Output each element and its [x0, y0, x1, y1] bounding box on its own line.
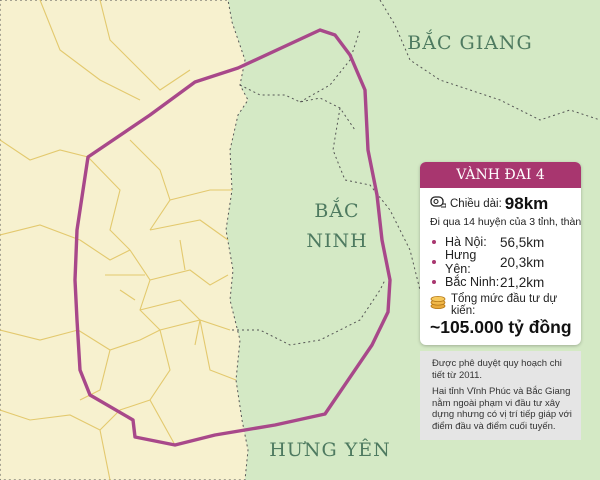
- region-label-bac-ninh: BẮC NINH: [282, 196, 392, 256]
- region-label-bac-ninh-line2: NINH: [306, 230, 368, 252]
- district-boundaries: [0, 0, 237, 480]
- ring-road-4-route: [73, 28, 392, 447]
- info-card-title: VÀNH ĐAI 4: [420, 162, 581, 188]
- region-label-hung-yen: HƯNG YÊN: [269, 439, 391, 461]
- province-borders: [232, 0, 600, 346]
- length-label: Chiều dài:: [450, 198, 502, 210]
- bullet-dot: [432, 260, 436, 264]
- region-label-bac-giang: BẮC GIANG: [407, 32, 533, 54]
- segment-length: 56,5km: [500, 234, 545, 250]
- region-label-bac-ninh-line1: BẮC: [314, 200, 360, 222]
- length-row: Chiều dài: 98km: [430, 193, 573, 215]
- info-card-body: Chiều dài: 98km Đi qua 14 huyện của 3 tỉ…: [420, 188, 581, 345]
- segment-row-hung-yen: Hưng Yên: 20,3km: [430, 248, 573, 276]
- passes-through-text: Đi qua 14 huyện của 3 tỉnh, thành:: [430, 216, 581, 228]
- segment-row-bac-ninh: Bắc Ninh: 21,2km: [430, 272, 573, 292]
- segment-name: Hưng Yên:: [445, 248, 477, 276]
- info-card: VÀNH ĐAI 4 Chiều dài: 98km Đi qua 14 huy…: [420, 162, 581, 345]
- investment-value: ~105.000 tỷ đồng: [430, 317, 572, 337]
- segment-row-hanoi: Hà Nội: 56,5km: [430, 232, 573, 252]
- note-provinces: Hai tỉnh Vĩnh Phúc và Bắc Giang nằm ngoà…: [432, 386, 572, 432]
- segment-length: 21,2km: [500, 274, 545, 290]
- info-panel: VÀNH ĐAI 4 Chiều dài: 98km Đi qua 14 huy…: [420, 162, 581, 440]
- tape-measure-icon: [430, 195, 447, 214]
- segment-length: 20,3km: [500, 254, 545, 270]
- coin-stack-icon: [430, 295, 446, 315]
- length-value: 98km: [504, 194, 549, 213]
- segment-name: Hà Nội:: [445, 235, 487, 249]
- notes-box: Được phê duyệt quy hoạch chi tiết từ 201…: [420, 351, 581, 440]
- note-approved: Được phê duyệt quy hoạch chi tiết từ 201…: [432, 358, 562, 381]
- bullet-dot: [432, 280, 436, 284]
- investment-row: Tổng mức đầu tư dự kiến:: [430, 293, 573, 317]
- segment-name: Bắc Ninh:: [445, 275, 500, 289]
- investment-label: Tổng mức đầu tư dự kiến:: [451, 293, 558, 317]
- bullet-dot: [432, 240, 436, 244]
- hanoi-area: [0, 0, 249, 480]
